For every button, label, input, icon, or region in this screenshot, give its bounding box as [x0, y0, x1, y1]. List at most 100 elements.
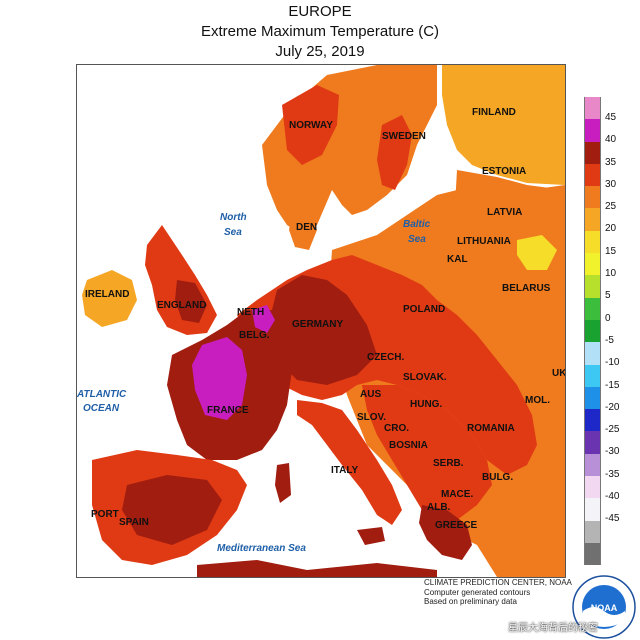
credit-block: CLIMATE PREDICTION CENTER, NOAA Computer…	[424, 578, 572, 607]
legend-swatch	[584, 476, 601, 499]
legend-entry: 0	[584, 297, 638, 324]
label-mol: MOL.	[525, 395, 550, 406]
label-uk: UK	[552, 368, 565, 379]
legend-swatch	[584, 431, 601, 454]
land-italy	[297, 400, 402, 525]
label-bulg: BULG.	[482, 472, 513, 483]
label-atlantic-ocean-line1: ATLANTIC	[77, 389, 127, 400]
label-romania: ROMANIA	[467, 423, 515, 434]
legend-swatch	[584, 319, 601, 343]
legend-value: 30	[605, 178, 617, 190]
legend-value: -20	[605, 401, 620, 413]
legend-value: 45	[605, 112, 617, 123]
color-legend: 45 40 35 30 25 20 15 10 5 0 -5 -10 -15 -20 -25 -30 -35 -4…	[584, 97, 638, 566]
label-mediterranean-sea: Mediterranean Sea	[217, 543, 306, 554]
legend-value: -30	[605, 446, 620, 458]
heat-france-extreme	[192, 337, 247, 420]
label-baltic-sea-line2: Sea	[408, 234, 426, 245]
heat-sweden	[377, 115, 412, 190]
legend-value: 0	[605, 312, 611, 324]
legend-value: 15	[605, 245, 617, 257]
legend-swatch	[584, 542, 601, 566]
label-slovak: SLOVAK.	[403, 372, 447, 383]
label-atlantic-ocean-line2: OCEAN	[83, 403, 120, 414]
heat-spain-core	[122, 475, 222, 545]
label-finland: FINLAND	[472, 107, 516, 118]
legend-value: -5	[605, 334, 614, 346]
legend-swatch	[584, 498, 601, 521]
legend-value: -25	[605, 424, 620, 436]
legend-swatch	[584, 297, 601, 320]
credit-line-1: CLIMATE PREDICTION CENTER, NOAA	[424, 578, 572, 587]
land-ireland	[82, 270, 137, 327]
legend-entry: -45	[584, 498, 638, 524]
legend-value: -10	[605, 357, 620, 369]
label-belg: BELG.	[239, 330, 270, 341]
label-baltic-sea-line1: Baltic	[403, 219, 431, 230]
label-port: PORT	[91, 509, 119, 520]
label-lithuania: LITHUANIA	[457, 236, 511, 247]
label-ireland: IRELAND	[85, 289, 129, 300]
noaa-logo: NOAA	[572, 575, 636, 639]
legend-entry: -25	[584, 409, 638, 435]
legend-swatch	[584, 453, 601, 477]
legend-entry: 45	[584, 97, 638, 123]
legend-value: 25	[605, 201, 617, 213]
label-aus: AUS	[360, 389, 381, 400]
label-germany: GERMANY	[292, 319, 343, 330]
logo-text: NOAA	[591, 603, 618, 613]
legend-value: 40	[605, 134, 617, 146]
label-spain: SPAIN	[119, 517, 149, 528]
label-bosnia: BOSNIA	[389, 440, 428, 451]
credit-line-3: Based on preliminary data	[424, 597, 517, 606]
legend-entry: 25	[584, 186, 638, 212]
legend-swatch	[584, 364, 601, 387]
land-finland	[442, 65, 565, 185]
legend-entry: -20	[584, 386, 638, 413]
label-france: FRANCE	[207, 405, 249, 416]
legend-entry: -30	[584, 431, 638, 457]
map-title-block: EUROPE Extreme Maximum Temperature (C) J…	[0, 2, 640, 62]
legend-entry: -5	[584, 319, 638, 346]
land-sardinia	[275, 463, 291, 503]
label-alb: ALB.	[427, 502, 451, 513]
legend-swatch	[584, 520, 601, 543]
legend-entry: -10	[584, 342, 638, 368]
legend-swatch	[584, 386, 601, 410]
cool-belarus	[517, 235, 557, 270]
heat-england-core	[175, 280, 207, 323]
map-date: July 25, 2019	[275, 43, 365, 60]
legend-value: 35	[605, 156, 617, 168]
legend-value: -35	[605, 468, 620, 480]
legend-swatch	[584, 230, 601, 254]
legend-value: 5	[605, 290, 611, 302]
label-norway: NORWAY	[289, 120, 333, 131]
label-serb: SERB.	[433, 458, 464, 469]
legend-entry: -35	[584, 453, 638, 480]
land-balkans	[362, 385, 492, 525]
legend-swatch	[584, 163, 601, 187]
legend-swatch	[584, 342, 601, 365]
label-czech: CZECH.	[367, 352, 404, 363]
legend-entry: 35	[584, 141, 638, 168]
label-england: ENGLAND	[157, 300, 206, 311]
legend-swatch	[584, 119, 601, 142]
legend-entry	[584, 520, 638, 543]
temperature-map: NORWAY SWEDEN FINLAND ESTONIA LATVIA LIT…	[76, 64, 566, 578]
label-hung: HUNG.	[410, 399, 442, 410]
legend-swatch	[584, 409, 601, 432]
legend-value: -15	[605, 379, 620, 391]
map-subtitle: Extreme Maximum Temperature (C)	[200, 23, 440, 40]
label-latvia: LATVIA	[487, 207, 522, 218]
legend-entry: 15	[584, 230, 638, 257]
credit-line-2: Computer generated contours	[424, 587, 531, 597]
land-north-africa	[197, 560, 437, 577]
heat-belgium-extreme	[252, 305, 275, 333]
legend-swatch	[584, 275, 601, 298]
land-sicily	[357, 527, 385, 545]
label-slov: SLOV.	[357, 412, 386, 423]
legend-value: 10	[605, 268, 617, 280]
land-denmark	[289, 210, 317, 250]
legend-value: 20	[605, 223, 617, 235]
heat-norway	[282, 85, 339, 165]
